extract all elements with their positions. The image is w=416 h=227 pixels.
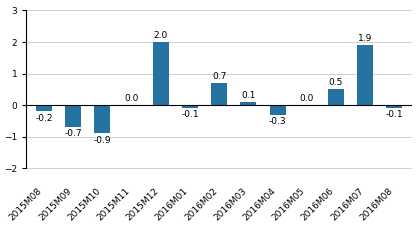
Bar [240,102,256,105]
Bar [153,42,169,105]
Text: -0.2: -0.2 [35,114,53,123]
Text: 0.0: 0.0 [300,94,314,103]
Text: 0.1: 0.1 [241,91,255,100]
Bar [270,105,285,115]
Text: -0.7: -0.7 [64,129,82,138]
Text: 0.0: 0.0 [124,94,139,103]
Text: 0.5: 0.5 [329,78,343,87]
Text: -0.1: -0.1 [386,110,403,119]
Bar [36,105,52,111]
Bar [65,105,81,127]
Text: -0.3: -0.3 [269,117,286,126]
Bar [357,45,373,105]
Bar [211,83,227,105]
Text: 2.0: 2.0 [154,31,168,40]
Text: 1.9: 1.9 [358,34,372,43]
Bar [94,105,110,133]
Bar [386,105,402,108]
Text: -0.9: -0.9 [94,136,111,145]
Bar [182,105,198,108]
Text: -0.1: -0.1 [181,110,199,119]
Bar [328,89,344,105]
Text: 0.7: 0.7 [212,72,226,81]
